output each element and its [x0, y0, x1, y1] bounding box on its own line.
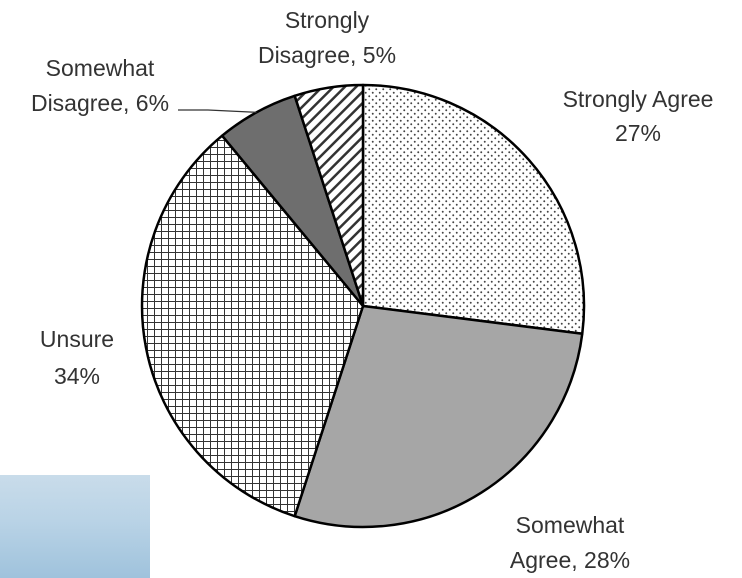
leader-line-somewhat-disagree: [178, 109, 257, 113]
pie-slice-strongly-agree: [361, 83, 586, 335]
pie-slice-unsure: [140, 134, 365, 518]
background-photo-fragment: [0, 475, 150, 578]
slice-label-somewhat-agree: Somewhat Agree, 28%: [510, 512, 630, 573]
slice-label-unsure: Unsure 34%: [40, 326, 114, 389]
leader-lines: [178, 109, 257, 113]
pie-slice-somewhat-agree: [293, 304, 584, 529]
slice-label-strongly-agree: Strongly Agree 27%: [563, 86, 714, 146]
slice-label-strongly-disagree: Strongly Disagree, 5%: [258, 7, 396, 68]
slice-label-somewhat-disagree: Somewhat Disagree, 6%: [31, 55, 169, 116]
slice-labels: Strongly Agree 27% Somewhat Agree, 28% Unsur…: [31, 7, 713, 573]
pie-slice-strongly-disagree: [293, 83, 365, 308]
pie-slices: [140, 83, 586, 529]
